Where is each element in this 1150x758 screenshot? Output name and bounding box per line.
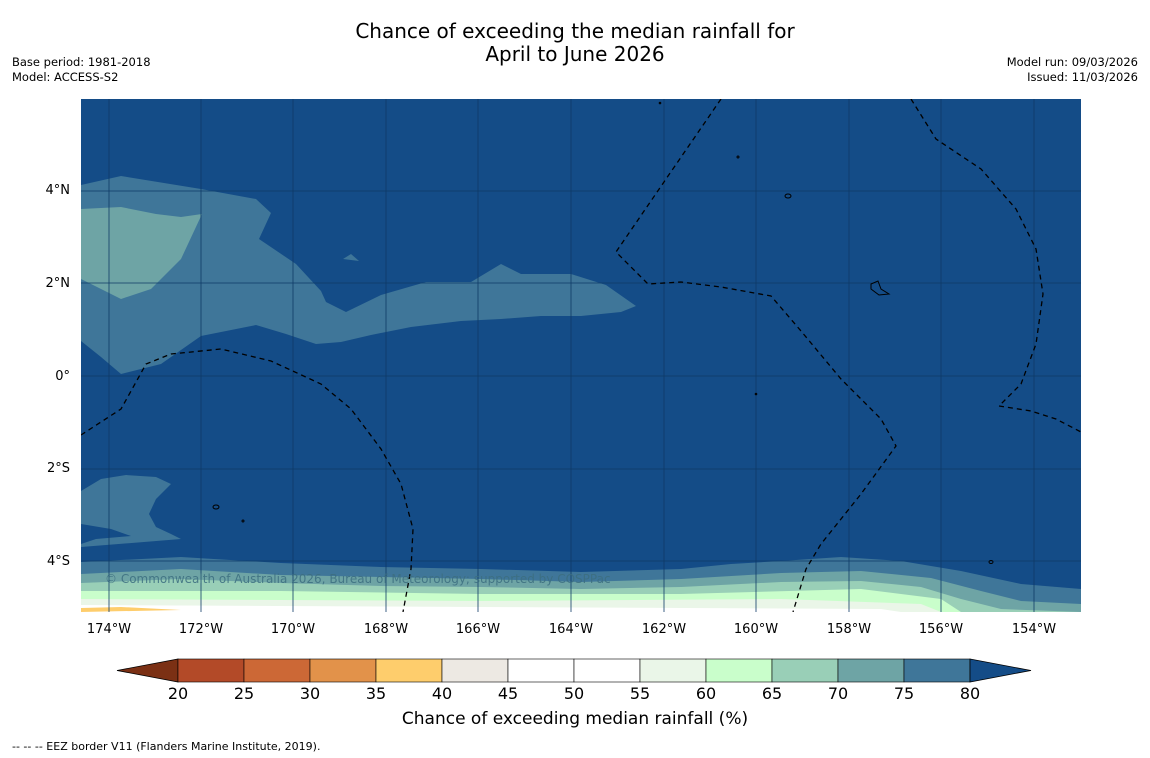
lat-label-2s: 2°S — [46, 461, 70, 476]
map-title-line1: Chance of exceeding the median rainfall … — [355, 19, 795, 43]
lon-label-154w: 154°W — [1011, 622, 1057, 637]
lon-label-172w: 172°W — [178, 622, 224, 637]
colorbar-segment — [375, 658, 443, 683]
eez-borders — [81, 99, 1081, 612]
colorbar-segment — [243, 658, 311, 683]
colorbar-tick-50: 50 — [563, 684, 585, 703]
colorbar-tick-45: 45 — [497, 684, 519, 703]
colorbar-extend-low — [116, 658, 179, 683]
colorbar-tick-40: 40 — [431, 684, 453, 703]
map-title-line2: April to June 2026 — [485, 42, 665, 66]
rainfall-map — [81, 99, 1081, 612]
colorbar-tick-35: 35 — [365, 684, 387, 703]
lon-label-168w: 168°W — [363, 622, 409, 637]
ocean-probability-fill — [81, 99, 1081, 612]
lon-label-158w: 158°W — [826, 622, 872, 637]
islands — [212, 101, 994, 564]
lon-label-164w: 164°W — [548, 622, 594, 637]
colorbar-segment — [639, 658, 707, 683]
colorbar-tick-55: 55 — [629, 684, 651, 703]
issued-text: Issued: 11/03/2026 — [1027, 70, 1138, 84]
colorbar-tick-30: 30 — [299, 684, 321, 703]
colorbar-segment — [507, 658, 575, 683]
eez-footnote: -- -- -- EEZ border V11 (Flanders Marine… — [12, 740, 321, 753]
colorbar — [116, 658, 1032, 683]
lon-label-174w: 174°W — [86, 622, 132, 637]
lon-label-156w: 156°W — [918, 622, 964, 637]
colorbar-segment — [837, 658, 905, 683]
colorbar-title: Chance of exceeding median rainfall (%) — [401, 709, 749, 729]
contour-band-70-75-southwest — [81, 475, 181, 547]
contour-band-70-75-north — [81, 176, 636, 374]
model-text: Model: ACCESS-S2 — [12, 70, 119, 84]
colorbar-segment — [309, 658, 377, 683]
lon-label-166w: 166°W — [455, 622, 501, 637]
colorbar-tick-25: 25 — [233, 684, 255, 703]
colorbar-tick-60: 60 — [695, 684, 717, 703]
copyright-text: © Commonwealth of Australia 2026, Bureau… — [105, 572, 611, 586]
colorbar-tick-65: 65 — [761, 684, 783, 703]
colorbar-tick-80: 80 — [959, 684, 981, 703]
lat-label-2n: 2°N — [45, 276, 71, 291]
colorbar-segment — [177, 658, 245, 683]
colorbar-tick-70: 70 — [827, 684, 849, 703]
lon-label-170w: 170°W — [270, 622, 316, 637]
colorbar-segment — [705, 658, 773, 683]
colorbar-segment — [441, 658, 509, 683]
colorbar-extend-high — [969, 658, 1032, 683]
lat-label-0: 0° — [55, 369, 70, 384]
lat-label-4n: 4°N — [45, 183, 71, 198]
lon-label-160w: 160°W — [733, 622, 779, 637]
colorbar-segment — [903, 658, 971, 683]
model-run-text: Model run: 09/03/2026 — [1006, 55, 1138, 69]
contour-band-65-70-north — [81, 207, 202, 299]
base-period-text: Base period: 1981-2018 — [12, 55, 151, 69]
lat-label-4s: 4°S — [46, 554, 70, 569]
contour-small-patch — [343, 254, 359, 261]
colorbar-segment — [573, 658, 641, 683]
colorbar-segment — [771, 658, 839, 683]
colorbar-tick-20: 20 — [167, 684, 189, 703]
lon-label-162w: 162°W — [641, 622, 687, 637]
graticule — [81, 99, 1081, 612]
contour-band-south-45 — [81, 605, 901, 612]
contour-band-south-35 — [81, 607, 181, 612]
colorbar-tick-75: 75 — [893, 684, 915, 703]
